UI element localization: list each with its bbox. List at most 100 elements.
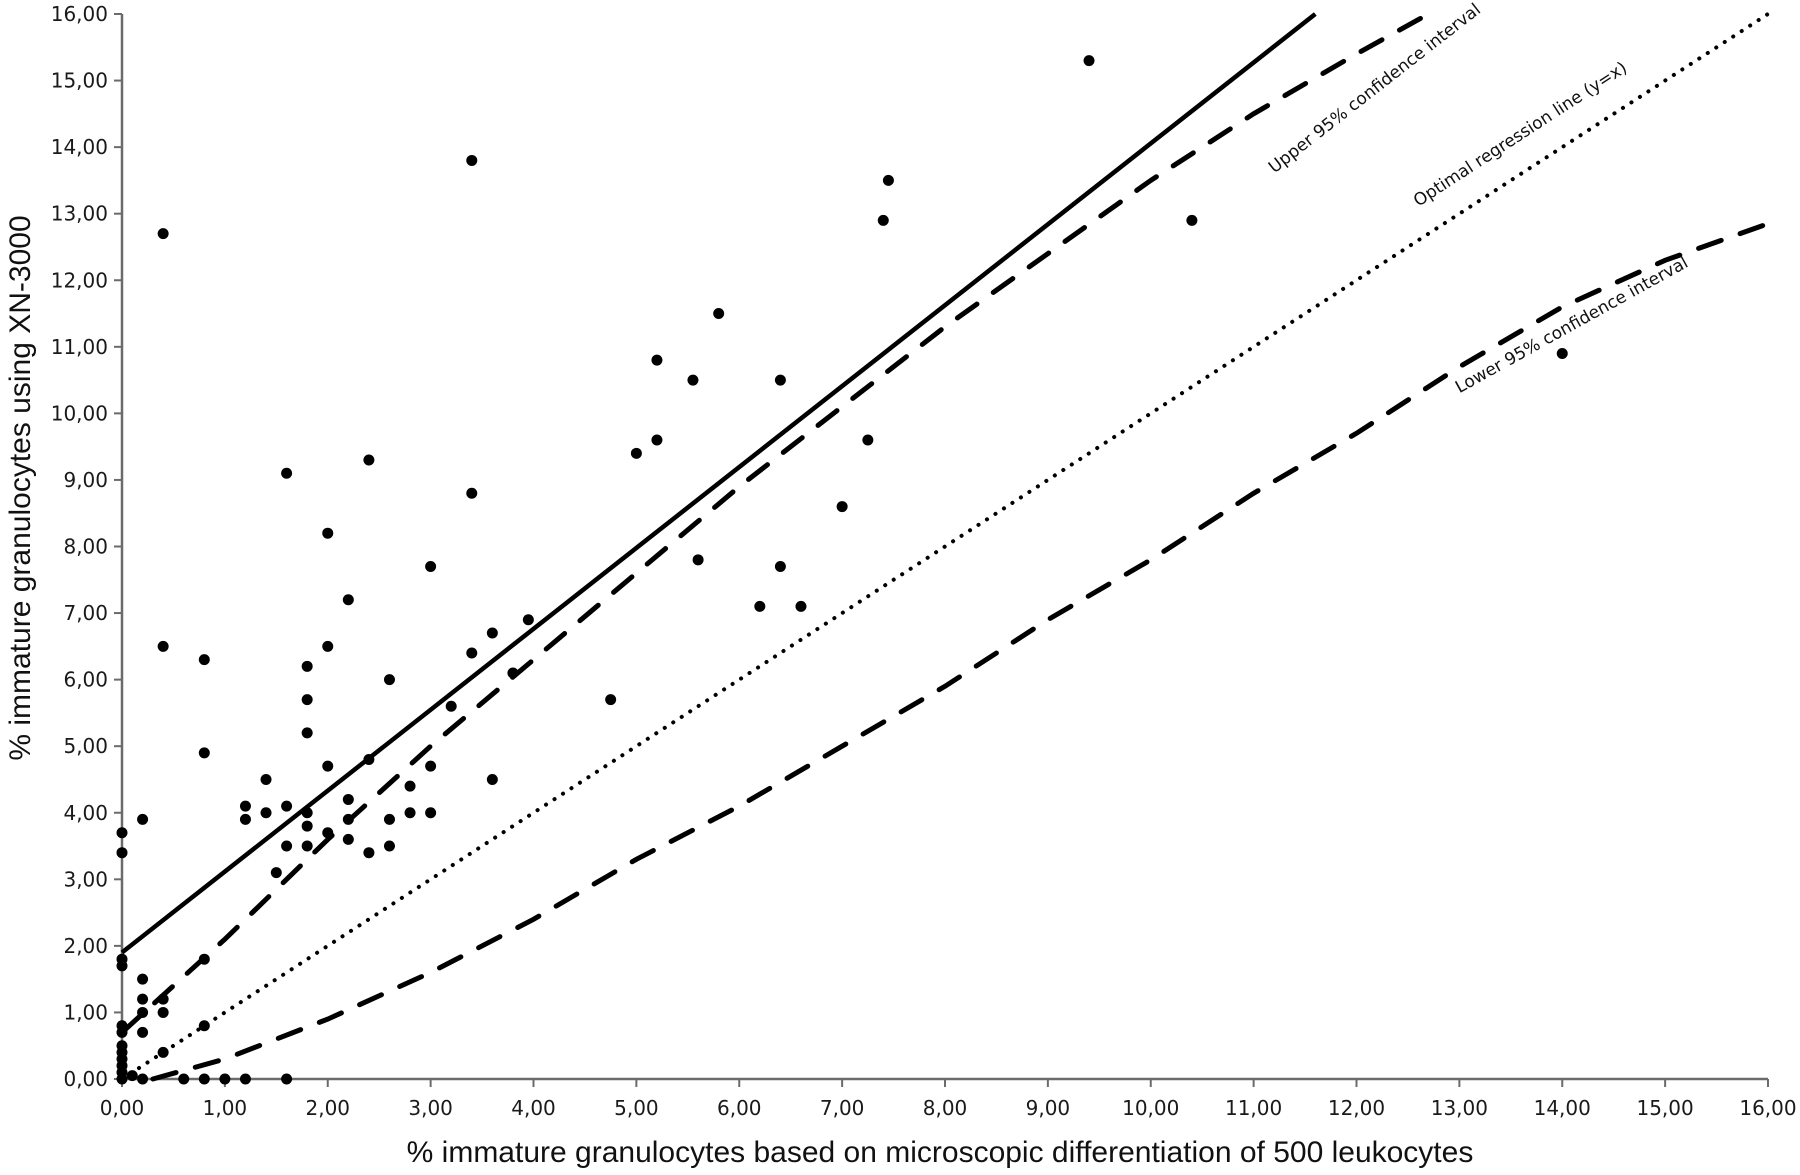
data-point: [260, 773, 272, 785]
data-point: [383, 840, 395, 852]
x-tick-label: 6,00: [717, 1096, 762, 1120]
data-point: [795, 600, 807, 612]
x-tick-label: 4,00: [511, 1096, 556, 1120]
data-point: [301, 694, 313, 706]
y-tick-label: 8,00: [63, 535, 108, 559]
data-point: [137, 973, 149, 985]
data-point: [445, 700, 457, 712]
y-tick-label: 5,00: [63, 734, 108, 758]
data-point: [522, 614, 534, 626]
data-point: [260, 807, 272, 819]
data-point: [342, 594, 354, 606]
data-point: [301, 820, 313, 832]
data-point: [137, 1073, 149, 1085]
data-point: [198, 1020, 210, 1032]
upper-95-confidence-interval-line: [119, 11, 1431, 1035]
y-tick-label: 14,00: [51, 135, 108, 159]
x-tick-label: 14,00: [1534, 1096, 1591, 1120]
x-tick-label: 10,00: [1122, 1096, 1179, 1120]
data-point: [1556, 347, 1568, 359]
data-point: [198, 747, 210, 759]
data-point: [466, 154, 478, 166]
data-point: [363, 454, 375, 466]
optimal-regression-line-y-x-line: [120, 12, 1770, 1081]
data-point: [687, 374, 699, 386]
data-point: [836, 501, 848, 513]
data-point: [157, 640, 169, 652]
data-point: [713, 308, 725, 320]
data-point: [363, 847, 375, 859]
x-tick-label: 2,00: [305, 1096, 350, 1120]
y-tick-label: 1,00: [63, 1000, 108, 1024]
y-tick-label: 16,00: [51, 2, 108, 26]
x-tick-label: 8,00: [923, 1096, 968, 1120]
y-tick-label: 9,00: [63, 468, 108, 492]
data-point: [157, 1006, 169, 1018]
data-point: [178, 1073, 190, 1085]
data-point: [301, 807, 313, 819]
data-point: [116, 1026, 128, 1038]
data-point: [281, 1073, 293, 1085]
data-point: [219, 1073, 231, 1085]
data-point: [774, 374, 786, 386]
data-point: [486, 773, 498, 785]
x-tick-label: 15,00: [1636, 1096, 1693, 1120]
data-point: [301, 727, 313, 739]
data-point: [774, 560, 786, 572]
data-point: [137, 993, 149, 1005]
trend-lines: [119, 11, 1771, 1082]
data-point: [630, 447, 642, 459]
data-point: [239, 1073, 251, 1085]
data-point: [425, 560, 437, 572]
x-tick-label: 11,00: [1225, 1096, 1282, 1120]
x-tick-label: 3,00: [408, 1096, 453, 1120]
x-tick-label: 9,00: [1026, 1096, 1071, 1120]
data-point: [322, 527, 334, 539]
data-point: [383, 674, 395, 686]
x-tick-label: 13,00: [1431, 1096, 1488, 1120]
x-tick-label: 0,00: [100, 1096, 145, 1120]
y-tick-label: 2,00: [63, 934, 108, 958]
data-point: [651, 354, 663, 366]
data-point: [383, 813, 395, 825]
data-point: [137, 1026, 149, 1038]
data-point: [754, 600, 766, 612]
data-point: [137, 1006, 149, 1018]
data-point: [1083, 55, 1095, 67]
data-point: [322, 760, 334, 772]
data-point: [116, 960, 128, 972]
data-point: [862, 434, 874, 446]
data-point: [404, 780, 416, 792]
y-tick-label: 10,00: [51, 401, 108, 425]
data-point: [342, 833, 354, 845]
y-tick-label: 3,00: [63, 867, 108, 891]
data-point: [404, 807, 416, 819]
y-tick-label: 6,00: [63, 668, 108, 692]
regression-line-line: [120, 12, 1317, 955]
data-point: [605, 694, 617, 706]
y-tick-label: 7,00: [63, 601, 108, 625]
data-point: [342, 813, 354, 825]
y-tick-label: 12,00: [51, 268, 108, 292]
data-point: [507, 667, 519, 679]
data-point: [126, 1070, 138, 1082]
y-tick-label: 13,00: [51, 202, 108, 226]
line-annotation: Lower 95% confidence interval: [1452, 253, 1692, 398]
data-point: [651, 434, 663, 446]
data-point: [270, 867, 282, 879]
line-annotation: Optimal regression line (y=x): [1410, 58, 1631, 211]
y-axis-title: % immature granulocytes using XN-3000: [4, 215, 37, 760]
y-tick-label: 15,00: [51, 69, 108, 93]
data-point: [137, 813, 149, 825]
y-tick-label: 11,00: [51, 335, 108, 359]
data-point: [239, 813, 251, 825]
x-tick-label: 16,00: [1739, 1096, 1796, 1120]
data-point: [322, 827, 334, 839]
lower-95-confidence-interval-line: [150, 221, 1771, 1082]
y-tick-label: 0,00: [63, 1067, 108, 1091]
data-point: [239, 800, 251, 812]
data-point: [198, 1073, 210, 1085]
data-point: [301, 660, 313, 672]
